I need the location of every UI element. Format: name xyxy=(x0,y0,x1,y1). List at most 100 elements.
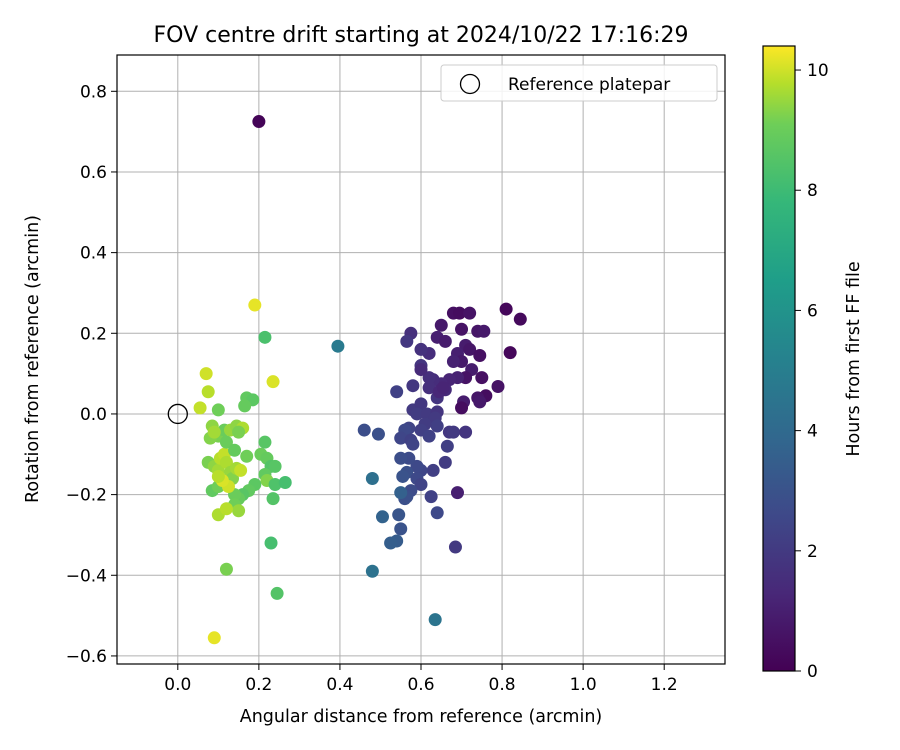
data-point xyxy=(375,510,389,524)
data-point xyxy=(219,502,233,516)
data-point xyxy=(371,427,385,441)
data-point xyxy=(430,506,444,520)
data-point xyxy=(394,486,408,500)
data-point xyxy=(414,478,428,492)
colorbar-tick-label: 0 xyxy=(807,662,818,682)
data-point xyxy=(434,318,448,332)
data-point xyxy=(453,306,467,320)
data-point xyxy=(270,586,284,600)
x-tick-label: 0.4 xyxy=(326,675,353,695)
colorbar-tick-label: 2 xyxy=(807,542,818,562)
data-point xyxy=(491,380,505,394)
data-point xyxy=(473,395,487,409)
data-point xyxy=(394,522,408,536)
colorbar: 0 2 4 6 8 10 Hours from first FF file xyxy=(762,45,864,682)
data-point xyxy=(268,478,282,492)
x-tick-label: 0.8 xyxy=(489,675,516,695)
legend: Reference platepar xyxy=(440,64,718,102)
data-point xyxy=(390,385,404,399)
data-point xyxy=(207,425,221,439)
legend-marker-open-circle xyxy=(459,73,481,95)
y-axis-ticks: −0.6 −0.4 −0.2 0.0 0.2 0.4 0.6 0.8 xyxy=(66,82,117,667)
data-point xyxy=(331,339,345,353)
x-tick-label: 0.2 xyxy=(245,675,272,695)
data-point xyxy=(264,536,278,550)
data-point xyxy=(252,115,266,129)
data-point xyxy=(438,455,452,469)
x-tick-label: 1.0 xyxy=(570,675,597,695)
data-point xyxy=(410,459,424,473)
data-point xyxy=(406,379,420,393)
data-point xyxy=(473,348,487,362)
data-point xyxy=(201,385,215,399)
data-point xyxy=(193,401,207,415)
y-tick-label: 0.2 xyxy=(80,324,107,344)
data-point xyxy=(448,540,462,554)
data-point xyxy=(422,371,436,385)
data-point xyxy=(268,459,282,473)
data-point xyxy=(258,330,272,344)
chart-title: FOV centre drift starting at 2024/10/22 … xyxy=(154,23,689,48)
data-point xyxy=(463,306,477,320)
data-point xyxy=(219,435,233,449)
data-point xyxy=(426,463,440,477)
data-point xyxy=(414,342,428,356)
y-tick-label: 0.8 xyxy=(80,82,107,102)
data-point xyxy=(248,298,262,312)
data-point xyxy=(463,342,477,356)
data-point xyxy=(357,423,371,437)
x-tick-label: 1.2 xyxy=(651,675,678,695)
data-point xyxy=(503,346,517,360)
y-tick-label: 0.0 xyxy=(80,405,107,425)
reference-marker-layer xyxy=(167,403,188,425)
data-point xyxy=(219,562,233,576)
legend-box xyxy=(440,64,718,102)
data-points xyxy=(193,115,527,645)
data-point xyxy=(232,425,246,439)
data-point xyxy=(414,397,428,411)
data-point xyxy=(459,425,473,439)
data-point xyxy=(410,407,424,421)
data-point xyxy=(406,437,420,451)
data-point xyxy=(211,469,225,483)
data-point xyxy=(455,322,469,336)
data-point xyxy=(266,492,280,506)
data-point xyxy=(414,363,428,377)
y-tick-label: −0.6 xyxy=(66,647,107,667)
data-point xyxy=(450,486,464,500)
data-point xyxy=(394,451,408,465)
colorbar-tick-label: 8 xyxy=(807,181,818,201)
data-point xyxy=(428,613,442,627)
x-tick-label: 0.0 xyxy=(164,675,191,695)
y-axis-label: Rotation from reference (arcmin) xyxy=(23,215,43,503)
data-point xyxy=(424,490,438,504)
data-point xyxy=(199,367,213,381)
y-tick-label: 0.4 xyxy=(80,244,107,264)
data-point xyxy=(207,631,221,645)
data-point xyxy=(440,439,454,453)
data-point xyxy=(234,463,248,477)
reference-platepar-marker xyxy=(167,403,188,425)
data-point xyxy=(392,508,406,522)
data-point xyxy=(436,381,450,395)
colorbar-tick-label: 4 xyxy=(807,422,818,442)
data-point xyxy=(278,476,292,490)
x-axis-ticks: 0.0 0.2 0.4 0.6 0.8 1.0 1.2 xyxy=(164,664,678,695)
data-point xyxy=(477,324,491,338)
data-point xyxy=(219,455,233,469)
legend-label: Reference platepar xyxy=(508,75,670,95)
y-tick-label: 0.6 xyxy=(80,163,107,183)
data-point xyxy=(400,334,414,348)
data-point xyxy=(232,504,246,518)
data-point xyxy=(238,399,252,413)
data-point xyxy=(422,429,436,443)
data-point xyxy=(446,425,460,439)
data-point xyxy=(455,401,469,415)
data-point xyxy=(446,355,460,369)
data-point xyxy=(365,471,379,485)
data-point xyxy=(240,449,254,463)
colorbar-tick-label: 10 xyxy=(807,61,829,81)
y-tick-label: −0.2 xyxy=(66,486,107,506)
